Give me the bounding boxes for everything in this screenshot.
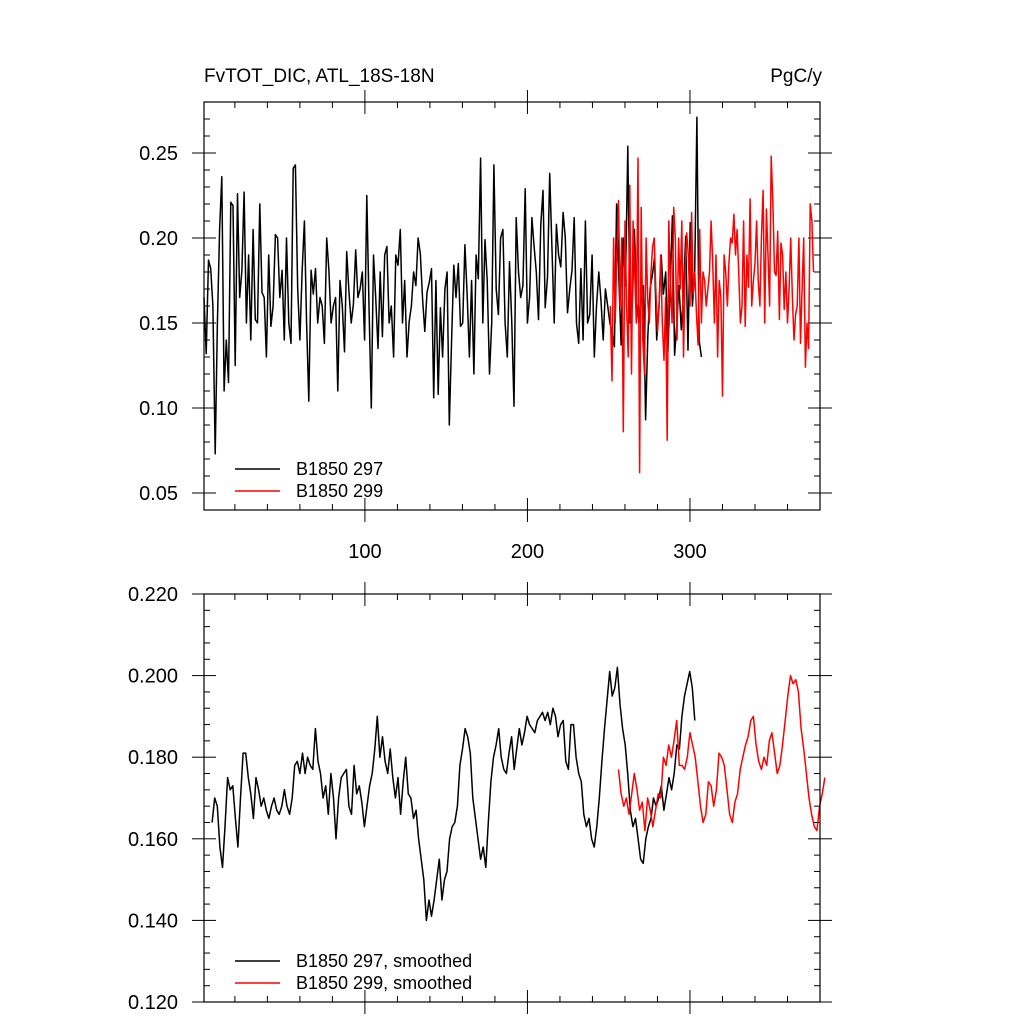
bottom-y-tick-label: 0.180 — [128, 747, 178, 769]
bottom-panel: 0.120 0.140 0.160 0.180 0.200 0.220 B1850 297… — [128, 582, 832, 1014]
top-series-line-297 — [203, 116, 703, 455]
top-x-tick-label: 100 — [348, 541, 381, 563]
top-y-tick-label: 0.25 — [139, 143, 178, 165]
bottom-y-tick-label: 0.160 — [128, 829, 178, 851]
top-panel: FvTOT_DIC, ATL_18S-18N PgC/y 100 200 300 0.… — [139, 66, 832, 563]
top-y-tick-label: 0.05 — [139, 483, 178, 505]
top-plot-frame — [203, 101, 821, 511]
bottom-y-tick-label: 0.200 — [128, 666, 178, 688]
bottom-legend-label-299: B1850 299, smoothed — [296, 973, 472, 993]
top-series-lines — [203, 116, 815, 474]
top-legend: B1850 297 B1850 299 — [235, 459, 383, 501]
bottom-y-tick-label: 0.220 — [128, 584, 178, 606]
bottom-legend: B1850 297, smoothed B1850 299, smoothed — [235, 951, 472, 993]
top-chart-title: FvTOT_DIC, ATL_18S-18N — [204, 66, 435, 87]
top-x-tick-label: 300 — [673, 541, 706, 563]
top-legend-label-299: B1850 299 — [296, 481, 383, 501]
bottom-y-tick-label: 0.120 — [128, 992, 178, 1014]
bottom-series-line-297 — [211, 666, 696, 922]
top-chart-units: PgC/y — [770, 66, 822, 87]
top-x-tick-label: 200 — [511, 541, 544, 563]
top-y-tick-label: 0.15 — [139, 313, 178, 335]
bottom-y-tick-label: 0.140 — [128, 910, 178, 932]
bottom-series-line-299 — [617, 674, 826, 832]
bottom-axes-ticks: 0.120 0.140 0.160 0.180 0.200 0.220 — [128, 582, 832, 1014]
top-legend-label-297: B1850 297 — [296, 459, 383, 479]
top-series-line-299 — [609, 155, 815, 474]
top-y-tick-label: 0.20 — [139, 228, 178, 250]
top-axes-ticks: 100 200 300 0.05 0.10 0.15 0.20 0.25 — [139, 90, 832, 563]
bottom-series-lines — [211, 666, 826, 922]
bottom-legend-label-297: B1850 297, smoothed — [296, 951, 472, 971]
top-y-tick-label: 0.10 — [139, 398, 178, 420]
bottom-plot-frame — [203, 593, 821, 1003]
